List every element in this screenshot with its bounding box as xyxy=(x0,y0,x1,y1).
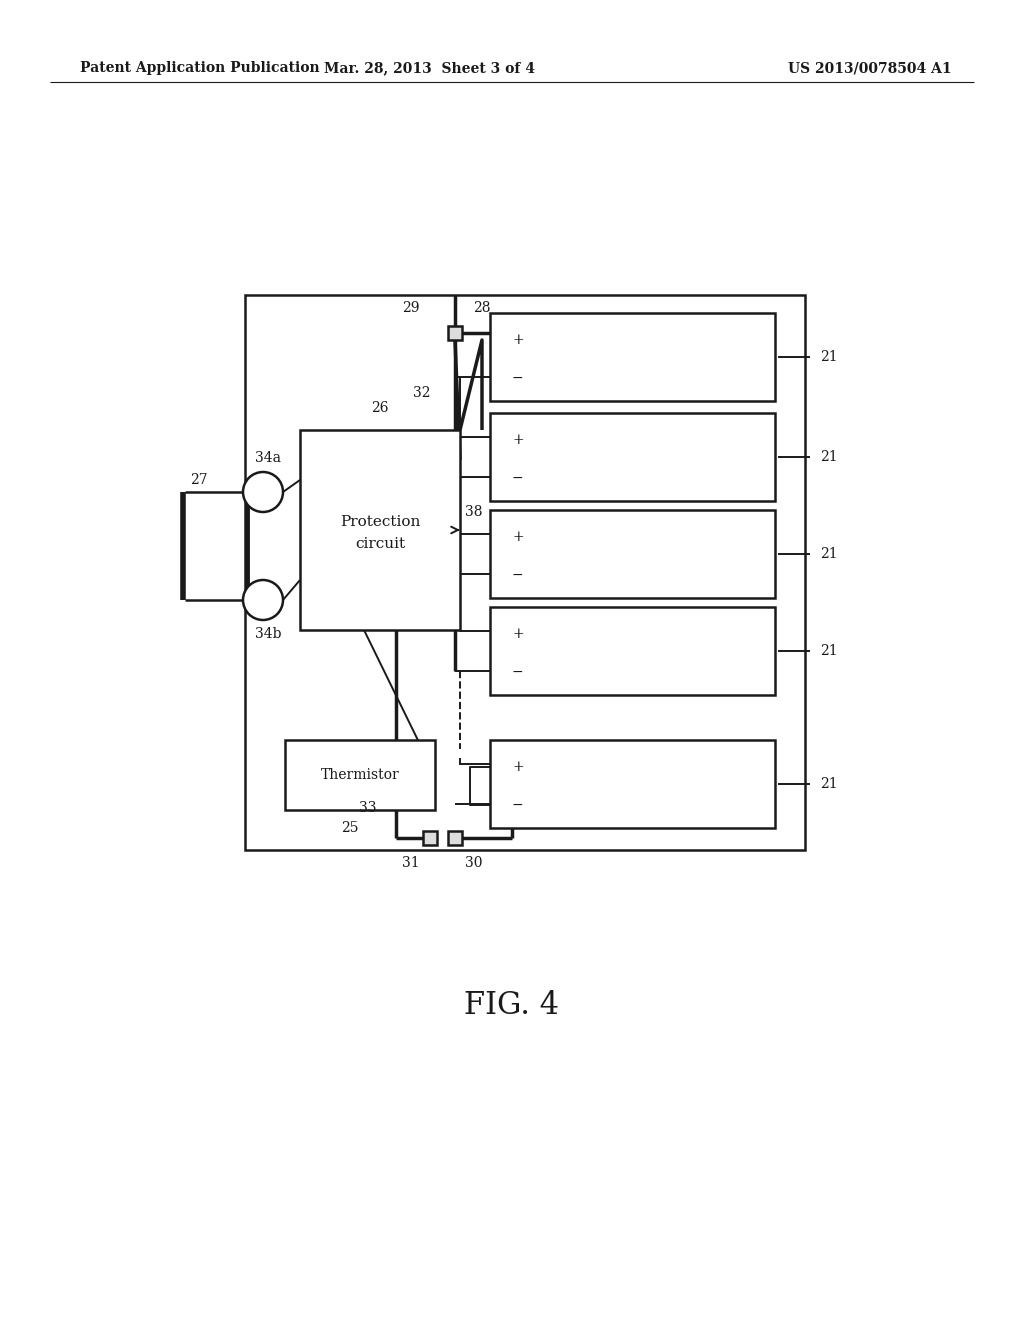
Text: 21: 21 xyxy=(820,777,838,791)
Text: −: − xyxy=(512,799,523,812)
Text: 21: 21 xyxy=(820,644,838,657)
Bar xyxy=(245,294,805,850)
Bar xyxy=(490,510,775,598)
Bar xyxy=(423,832,437,845)
Text: −: − xyxy=(512,568,523,582)
Text: +: + xyxy=(512,760,523,774)
Text: 29: 29 xyxy=(402,301,420,315)
Text: 34b: 34b xyxy=(255,627,282,642)
Bar xyxy=(285,741,435,810)
Text: −: − xyxy=(512,371,523,385)
Bar xyxy=(490,313,775,401)
Text: FIG. 4: FIG. 4 xyxy=(465,990,559,1020)
Text: +: + xyxy=(512,433,523,447)
Bar xyxy=(449,832,462,845)
Text: 31: 31 xyxy=(402,855,420,870)
Text: 26: 26 xyxy=(372,401,389,414)
Text: 32: 32 xyxy=(413,385,430,400)
Text: Protection: Protection xyxy=(340,515,420,529)
Text: +: + xyxy=(512,627,523,642)
Bar xyxy=(449,326,462,341)
Bar xyxy=(300,430,460,630)
Text: 34a: 34a xyxy=(255,451,281,465)
Text: +: + xyxy=(512,531,523,544)
Bar xyxy=(490,413,775,502)
Text: 21: 21 xyxy=(820,546,838,561)
Text: Mar. 28, 2013  Sheet 3 of 4: Mar. 28, 2013 Sheet 3 of 4 xyxy=(325,61,536,75)
Text: 33: 33 xyxy=(358,801,376,814)
Text: 21: 21 xyxy=(820,450,838,465)
Text: Patent Application Publication: Patent Application Publication xyxy=(80,61,319,75)
Text: US 2013/0078504 A1: US 2013/0078504 A1 xyxy=(788,61,952,75)
Circle shape xyxy=(243,473,283,512)
Text: circuit: circuit xyxy=(355,537,406,550)
Text: 30: 30 xyxy=(465,855,482,870)
Text: 27: 27 xyxy=(190,473,208,487)
Text: −: − xyxy=(512,471,523,484)
Bar xyxy=(490,607,775,696)
Text: 21: 21 xyxy=(820,350,838,364)
Text: +: + xyxy=(512,333,523,347)
Text: 28: 28 xyxy=(473,301,490,315)
Text: −: − xyxy=(512,665,523,678)
Text: Thermistor: Thermistor xyxy=(321,768,399,781)
Text: 25: 25 xyxy=(341,821,358,836)
Bar xyxy=(490,741,775,828)
Circle shape xyxy=(243,579,283,620)
Text: 38: 38 xyxy=(465,506,482,519)
